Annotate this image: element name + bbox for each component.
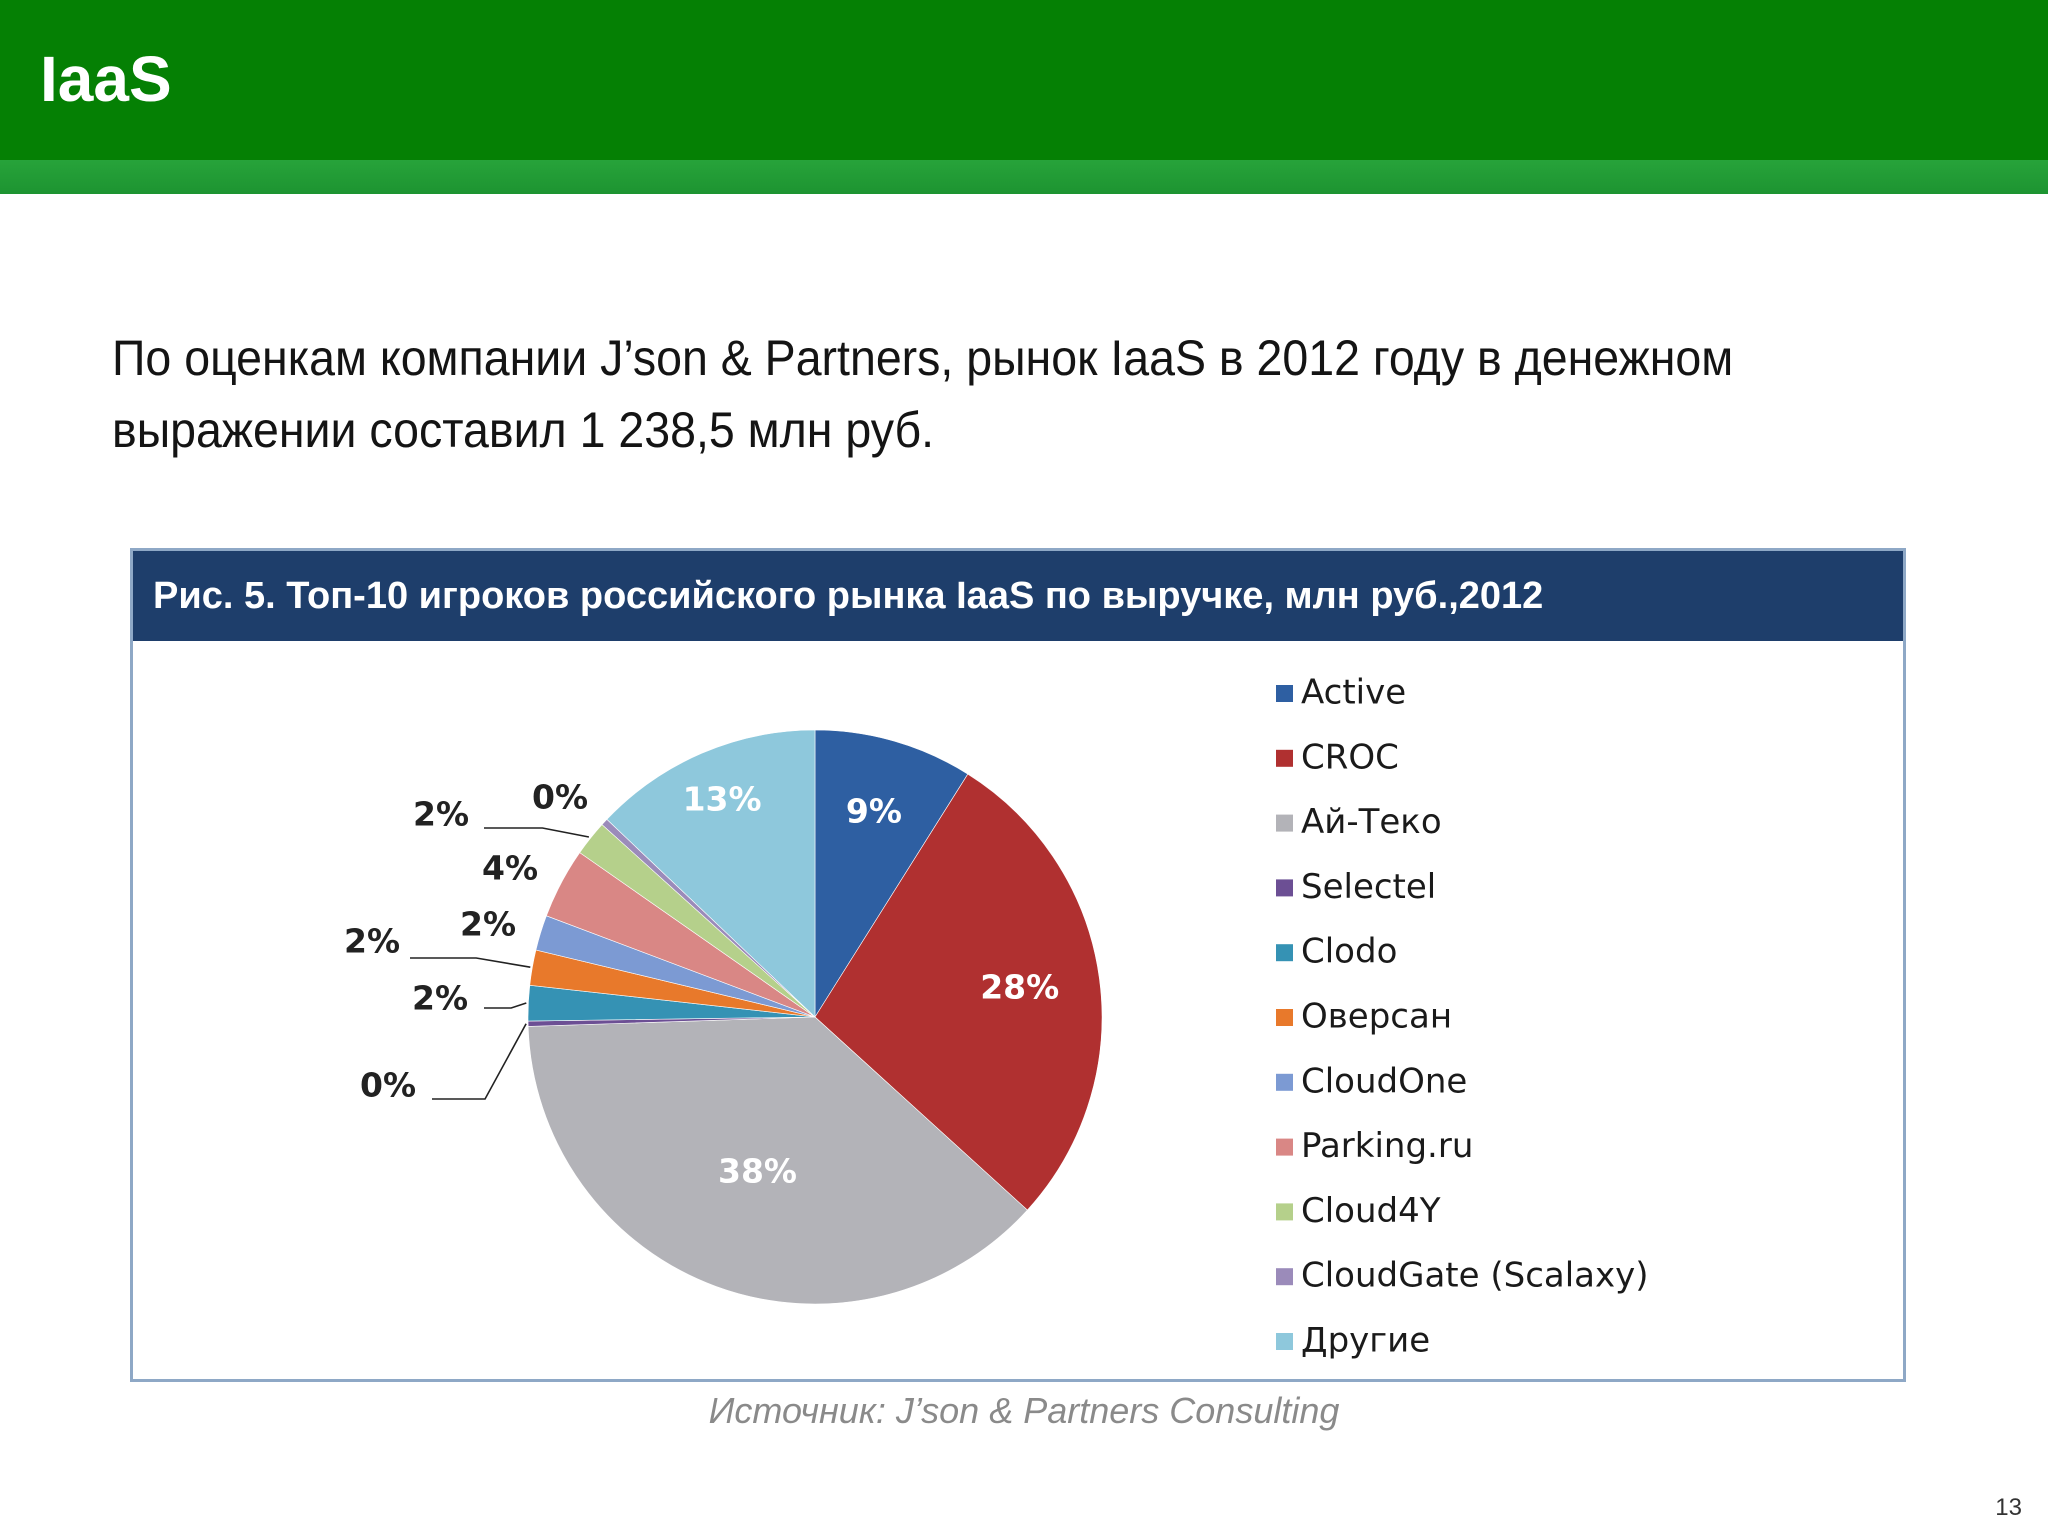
legend-item-ай-теко: Ай-Теко (1276, 802, 1442, 842)
slice-labels: 9% 28% 38% 0% 2% 2% 2% 4% 2% 0% 13% (344, 778, 1059, 1191)
legend-item-croc: CROC (1276, 737, 1399, 777)
slide-title: IaaS (40, 43, 172, 115)
slice-label-parking-ru: 4% (482, 849, 538, 888)
slice-label-cloudgate-scalaxy: 0% (532, 778, 588, 817)
legend-swatch-cloudgate-scalaxy (1276, 1268, 1293, 1286)
legend-item-clodo: Clodo (1276, 932, 1397, 972)
pie-slice-croc (814, 773, 1103, 1211)
leader-line-cloud4y (484, 827, 590, 838)
legend-label-active: Active (1301, 673, 1406, 713)
leader-line-clodo (484, 1002, 527, 1009)
header-strip (0, 160, 2048, 194)
page-number: 13 (1995, 1494, 2022, 1521)
legend-label-cloudone: CloudOne (1301, 1061, 1467, 1101)
legend-label-croc: CROC (1301, 737, 1399, 777)
legend-item-cloudgate-scalaxy: CloudGate (Scalaxy) (1276, 1256, 1649, 1296)
legend-label-другие: Другие (1301, 1321, 1430, 1361)
legend-swatch-cloud4y (1276, 1203, 1293, 1221)
slice-label-selectel: 0% (360, 1066, 416, 1105)
legend-swatch-другие (1276, 1333, 1293, 1350)
slice-label-clodo: 2% (412, 979, 468, 1018)
slice-label-оверсан: 2% (344, 922, 400, 961)
legend-item-active: Active (1276, 673, 1406, 713)
intro-text: По оценкам компании J’son & Partners, ры… (112, 330, 1734, 458)
legend-swatch-ай-теко (1276, 814, 1293, 832)
legend-label-selectel: Selectel (1301, 867, 1436, 907)
legend-label-оверсан: Оверсан (1301, 997, 1452, 1037)
slice-label-croc: 28% (980, 968, 1059, 1007)
leader-line-selectel (432, 1023, 527, 1100)
legend-swatch-selectel (1276, 879, 1293, 897)
legend-item-cloud4y: Cloud4Y (1276, 1191, 1441, 1231)
leader-lines (410, 827, 590, 1100)
legend-swatch-clodo (1276, 944, 1293, 962)
slice-label-другие: 13% (683, 779, 762, 818)
legend-label-clodo: Clodo (1301, 932, 1397, 972)
legend-label-cloud4y: Cloud4Y (1301, 1191, 1441, 1231)
legend-swatch-оверсан (1276, 1009, 1293, 1026)
slice-label-ай-теко: 38% (718, 1152, 797, 1191)
legend-swatch-croc (1276, 749, 1293, 767)
legend-label-parking-ru: Parking.ru (1301, 1126, 1473, 1166)
legend-swatch-active (1276, 685, 1293, 702)
slice-label-active: 9% (846, 791, 902, 830)
pie-slice-active (814, 729, 969, 1019)
legend-label-cloudgate-scalaxy: CloudGate (Scalaxy) (1301, 1256, 1649, 1296)
legend-item-другие: Другие (1276, 1321, 1430, 1361)
legend-item-оверсан: Оверсан (1276, 997, 1452, 1037)
leader-line-оверсан (410, 957, 531, 968)
slice-label-cloudone: 2% (460, 905, 516, 944)
legend-item-selectel: Selectel (1276, 867, 1436, 907)
legend-item-parking-ru: Parking.ru (1276, 1126, 1473, 1166)
source-note: Источник: J’son & Partners Consulting (708, 1390, 1340, 1431)
legend-swatch-cloudone (1276, 1073, 1293, 1091)
header-band (0, 0, 2048, 160)
slice-label-cloud4y: 2% (413, 795, 469, 834)
chart-legend: Active CROC Ай-Теко Selectel Clodo Оверсан Clo… (1276, 673, 1649, 1361)
pie-slice-другие (606, 729, 816, 1018)
pie-slices (527, 729, 1103, 1305)
pie-slice-ай-теко (527, 1016, 1028, 1305)
chart-title: Рис. 5. Топ-10 игроков российского рынка… (133, 551, 1903, 641)
legend-item-cloudone: CloudOne (1276, 1061, 1467, 1101)
legend-label-ай-теко: Ай-Теко (1301, 802, 1442, 842)
legend-swatch-parking-ru (1276, 1138, 1293, 1156)
